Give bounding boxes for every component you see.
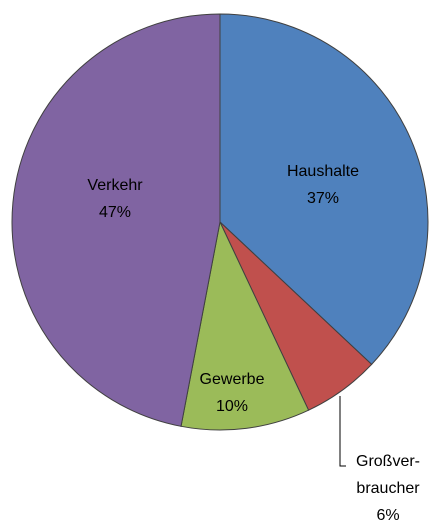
category-label: Haushalte bbox=[286, 163, 360, 180]
value-label: 10% bbox=[215, 398, 249, 415]
value-label: 37% bbox=[306, 190, 340, 207]
pie-slice bbox=[219, 13, 429, 366]
pie-slice bbox=[11, 13, 221, 427]
pie-slice bbox=[180, 220, 310, 431]
value-label: 6% bbox=[376, 507, 400, 524]
leader-line bbox=[339, 396, 346, 467]
value-label: 47% bbox=[98, 204, 132, 221]
category-label: Verkehr bbox=[87, 177, 143, 194]
category-label: Großver- braucher bbox=[356, 453, 420, 497]
category-label: Gewerbe bbox=[199, 371, 265, 388]
